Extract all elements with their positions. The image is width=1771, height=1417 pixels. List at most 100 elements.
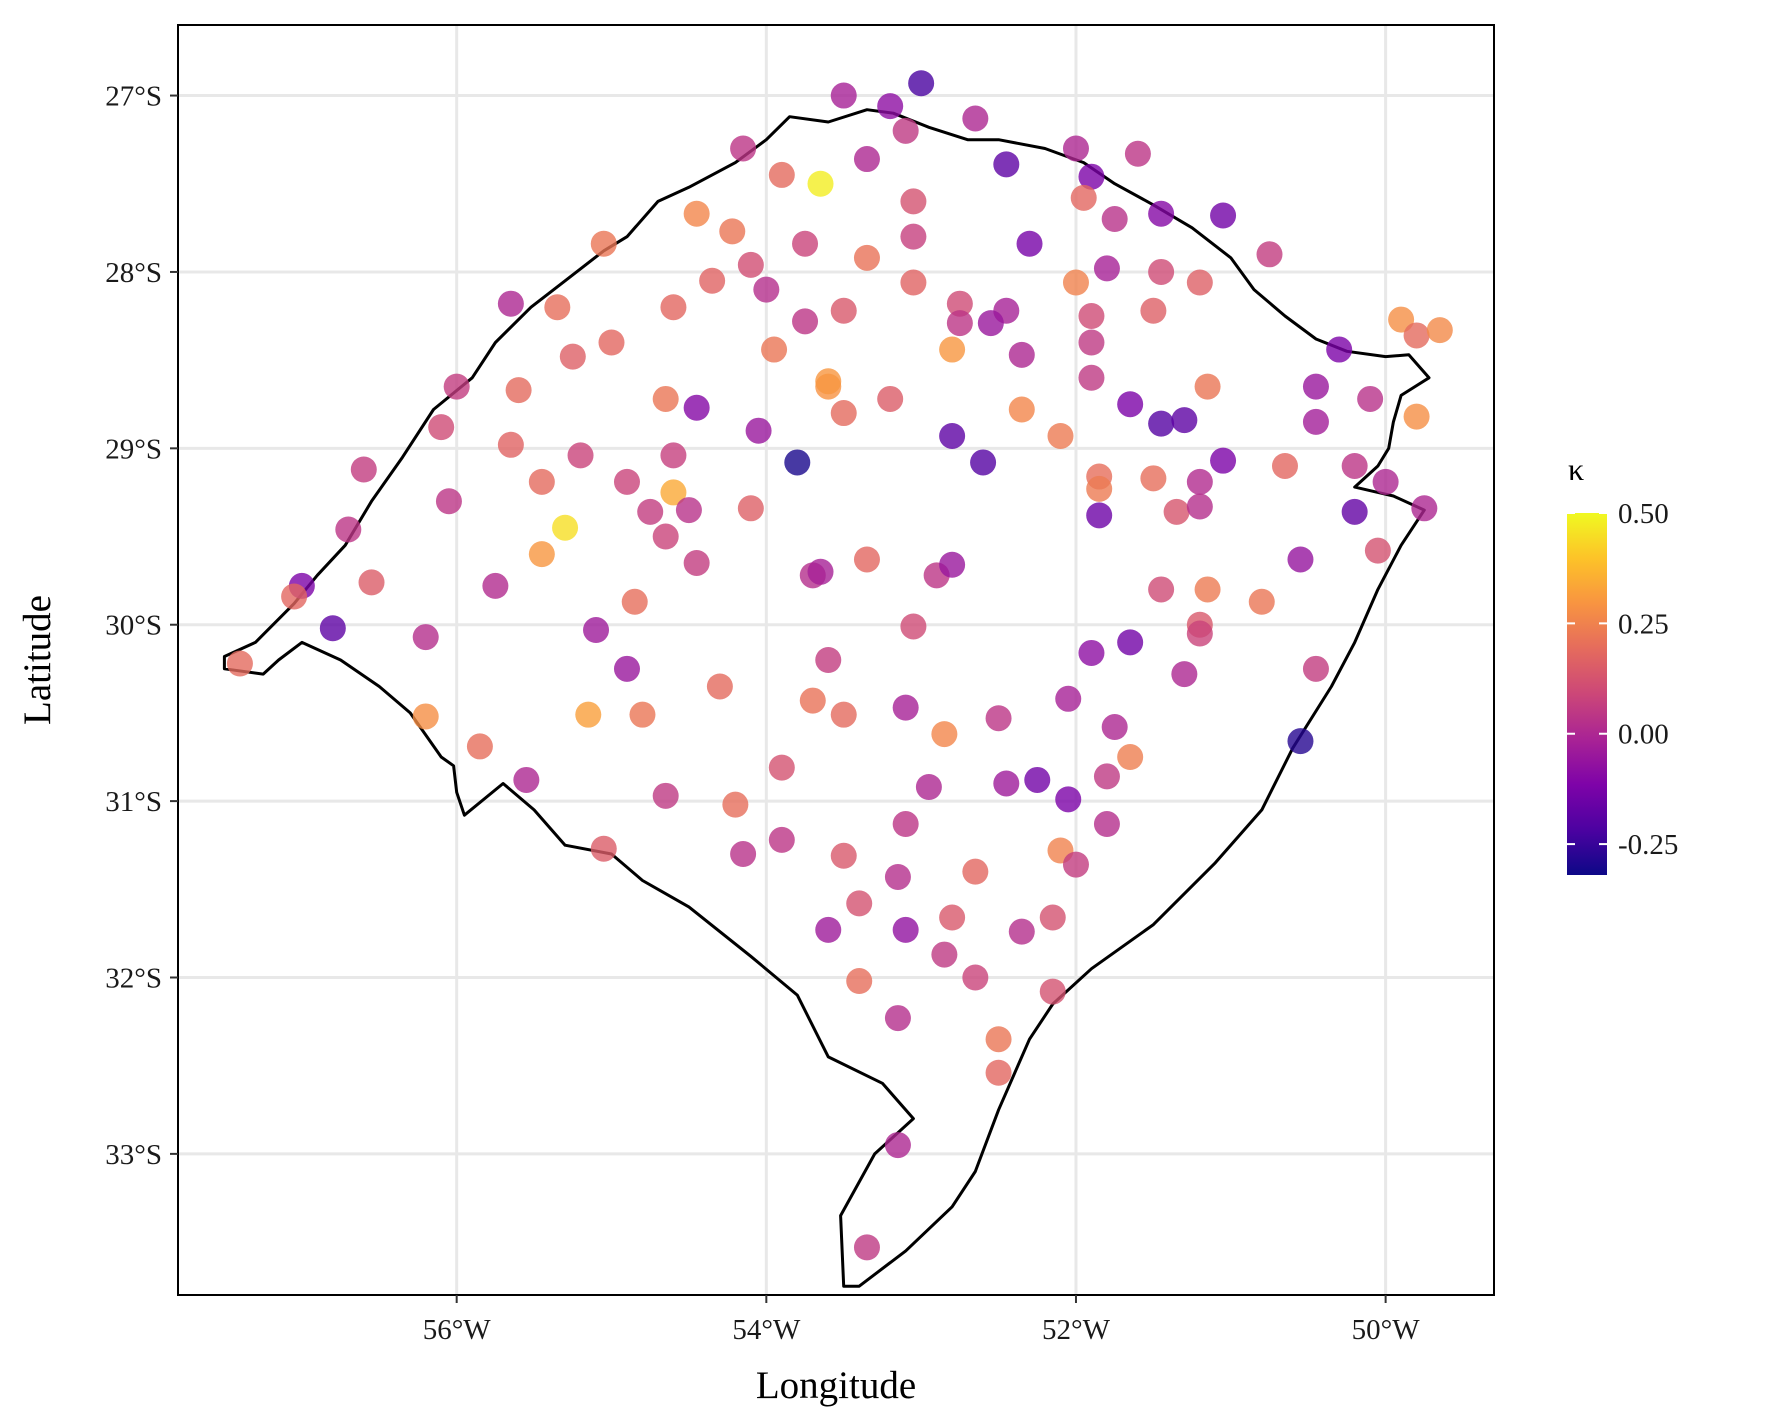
station-point xyxy=(466,733,493,760)
station-point xyxy=(1039,978,1066,1005)
station-point xyxy=(660,442,687,469)
station-point xyxy=(1210,447,1237,474)
station-point xyxy=(931,721,958,748)
station-point xyxy=(737,495,764,522)
station-point xyxy=(1101,206,1128,233)
x-axis-title: Longitude xyxy=(756,1364,916,1407)
station-point xyxy=(706,673,733,700)
station-point xyxy=(962,105,989,132)
x-axis-ticks: 56°W 54°W 52°W 50°W xyxy=(423,1295,1421,1346)
station-point xyxy=(621,588,648,615)
station-point xyxy=(637,498,664,525)
station-point xyxy=(281,583,308,610)
station-point xyxy=(815,647,842,673)
station-point xyxy=(884,863,911,890)
station-point xyxy=(807,170,834,197)
station-point xyxy=(1117,744,1144,771)
station-point xyxy=(939,336,966,363)
station-point xyxy=(846,968,873,995)
station-point xyxy=(1093,255,1120,282)
legend-tick-label: 0.50 xyxy=(1618,498,1669,530)
station-point xyxy=(1341,452,1368,479)
station-point xyxy=(1086,502,1113,529)
station-point xyxy=(613,468,640,495)
y-tick-label: 28°S xyxy=(105,257,162,289)
station-point xyxy=(1086,475,1113,502)
station-point xyxy=(900,188,927,215)
station-point xyxy=(1148,258,1175,285)
station-point xyxy=(892,117,919,144)
x-tick-label: 56°W xyxy=(423,1314,492,1346)
station-point xyxy=(226,650,253,677)
station-point xyxy=(1341,498,1368,525)
station-point xyxy=(1256,241,1283,268)
station-point xyxy=(985,1026,1012,1053)
legend-tick-label: 0.25 xyxy=(1618,608,1669,640)
legend-tick-label: 0.00 xyxy=(1618,719,1669,751)
station-point xyxy=(1287,546,1314,573)
station-points xyxy=(226,70,1453,1261)
station-point xyxy=(505,377,532,404)
station-point xyxy=(660,479,687,506)
station-point xyxy=(1055,786,1082,813)
station-point xyxy=(830,842,857,869)
station-point xyxy=(745,417,772,444)
station-point xyxy=(1364,537,1391,564)
station-point xyxy=(1186,269,1213,296)
station-point xyxy=(1124,140,1151,167)
station-point xyxy=(350,456,377,483)
station-point xyxy=(1062,135,1089,162)
station-point xyxy=(1163,498,1190,525)
station-point xyxy=(737,251,764,278)
station-point xyxy=(598,329,625,356)
station-point xyxy=(1078,364,1105,391)
station-point xyxy=(900,223,927,250)
legend-ticks: 0.50 0.25 0.00 -0.25 xyxy=(1567,498,1678,861)
station-point xyxy=(675,497,702,524)
station-point xyxy=(513,766,540,793)
station-point xyxy=(962,964,989,991)
station-point xyxy=(1186,468,1213,495)
station-point xyxy=(962,858,989,885)
x-tick-label: 54°W xyxy=(732,1314,801,1346)
station-point xyxy=(435,488,462,515)
station-point xyxy=(761,336,788,363)
station-point xyxy=(892,694,919,721)
station-point xyxy=(985,705,1012,732)
station-point xyxy=(1117,391,1144,418)
station-point xyxy=(970,449,997,476)
station-point xyxy=(1426,317,1453,344)
station-point xyxy=(993,770,1020,797)
station-point xyxy=(892,811,919,838)
station-point xyxy=(753,276,780,303)
station-point xyxy=(853,146,880,173)
station-point xyxy=(830,400,857,427)
legend-tick-label: -0.25 xyxy=(1618,829,1678,861)
station-point xyxy=(1140,465,1167,492)
station-point xyxy=(1016,230,1043,257)
station-point xyxy=(1078,639,1105,666)
station-point xyxy=(900,269,927,296)
station-point xyxy=(1070,184,1097,211)
station-point xyxy=(1194,576,1221,603)
plot-panel-border xyxy=(177,24,1495,1296)
station-point xyxy=(1062,269,1089,296)
station-point xyxy=(877,93,904,120)
station-point xyxy=(993,151,1020,178)
station-point xyxy=(583,617,610,644)
y-tick-label: 32°S xyxy=(105,963,162,995)
station-point xyxy=(528,541,555,568)
station-point xyxy=(1140,297,1167,324)
station-point xyxy=(683,394,710,421)
station-point xyxy=(497,290,524,317)
station-point xyxy=(768,754,795,781)
station-point xyxy=(730,135,757,162)
station-point xyxy=(1186,620,1213,647)
station-point xyxy=(1148,200,1175,227)
station-point xyxy=(544,294,571,321)
station-point xyxy=(719,218,746,245)
station-point xyxy=(884,1005,911,1032)
x-tick-label: 50°W xyxy=(1352,1314,1421,1346)
station-point xyxy=(900,613,927,640)
